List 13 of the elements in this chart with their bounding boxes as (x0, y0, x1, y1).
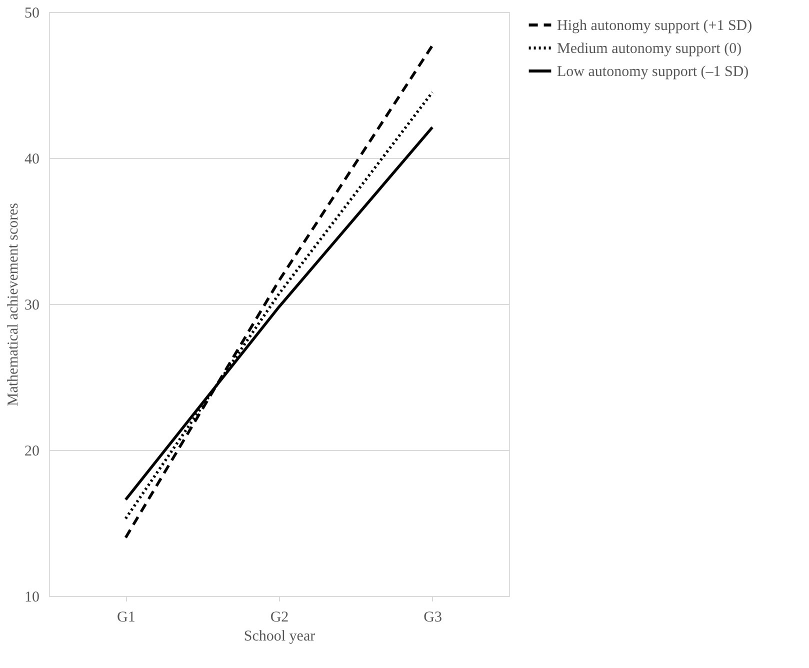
y-axis-title: Mathematical achievement scores (6, 202, 22, 406)
y-tick-label: 50 (24, 6, 40, 22)
x-tick-label: G1 (116, 610, 136, 626)
legend-label: High autonomy support (+1 SD) (557, 18, 752, 34)
y-tick-label: 20 (24, 444, 40, 460)
y-tick-label: 30 (24, 298, 40, 314)
x-tick-label: G3 (424, 610, 442, 626)
legend-label: Medium autonomy support (0) (557, 41, 742, 57)
legend-label: Low autonomy support (–1 SD) (557, 64, 749, 80)
x-axis-title: School year (244, 628, 316, 644)
y-tick-label: 10 (24, 590, 40, 606)
x-tick-label: G2 (270, 610, 289, 626)
y-tick-label: 40 (24, 152, 40, 168)
